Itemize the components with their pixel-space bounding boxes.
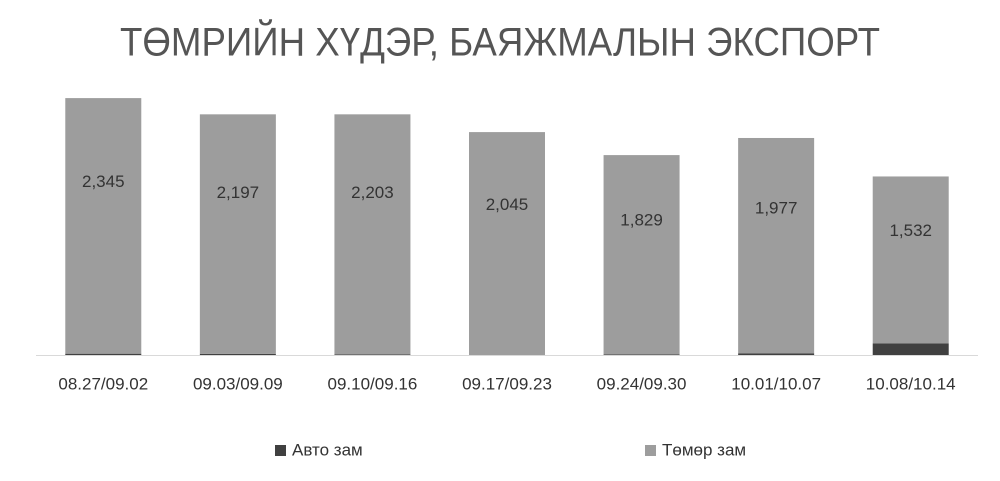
value-label: 1,977 bbox=[755, 199, 798, 218]
bar-segment bbox=[872, 176, 949, 344]
x-tick-label: 10.08/10.14 bbox=[866, 374, 956, 393]
legend-swatch bbox=[275, 445, 286, 456]
value-label: 2,197 bbox=[217, 183, 260, 202]
bar-segment bbox=[334, 354, 411, 355]
x-tick-label: 08.27/09.02 bbox=[58, 374, 148, 393]
bar-segment bbox=[469, 132, 545, 355]
x-tick-label: 09.17/09.23 bbox=[462, 374, 552, 393]
legend-label: Авто зам bbox=[292, 440, 363, 459]
legend-swatch bbox=[645, 445, 656, 456]
bar-segment bbox=[334, 114, 411, 355]
bar-segment bbox=[738, 137, 815, 354]
bar-segment bbox=[603, 155, 680, 355]
value-label: 2,345 bbox=[82, 172, 125, 191]
x-tick-label: 09.03/09.09 bbox=[193, 374, 283, 393]
value-label: 2,045 bbox=[486, 195, 529, 214]
x-tick-label: 10.01/10.07 bbox=[731, 374, 821, 393]
x-tick-label: 09.10/09.16 bbox=[328, 374, 418, 393]
value-label: 1,532 bbox=[889, 221, 932, 240]
x-tick-label: 09.24/09.30 bbox=[597, 374, 687, 393]
bar-segment bbox=[65, 353, 142, 355]
bar-segment bbox=[738, 353, 815, 355]
bar-segment bbox=[603, 354, 680, 355]
value-label: 2,203 bbox=[351, 183, 394, 202]
bar-segment bbox=[65, 98, 142, 354]
bar-segment bbox=[872, 343, 949, 355]
bar-segment bbox=[199, 114, 276, 354]
legend-label: Төмөр зам bbox=[662, 440, 746, 459]
bar-segment bbox=[199, 353, 276, 355]
value-label: 1,829 bbox=[620, 210, 663, 229]
chart-title: ТӨМРИЙН ХҮДЭР, БАЯЖМАЛЫН ЭКСПОРТ bbox=[120, 19, 880, 65]
